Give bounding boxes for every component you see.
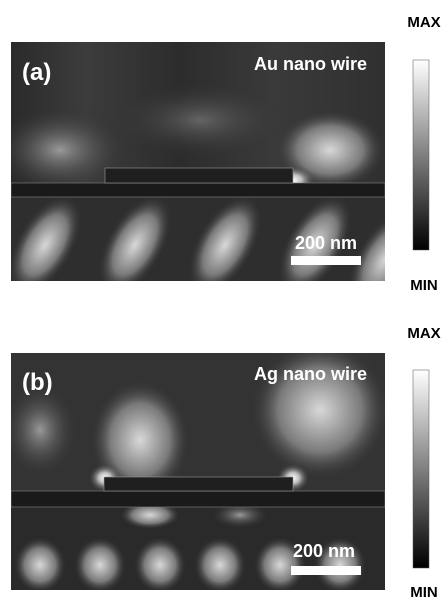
colorbar-max: MAX <box>407 14 440 31</box>
material-label: Au nano wire <box>254 54 367 74</box>
scale-bar <box>291 566 361 575</box>
figure: (a) Au nano wire 200 nm MAX MIN (b) Ag n… <box>0 0 447 601</box>
stripe <box>194 537 246 593</box>
colorbar-min: MIN <box>410 584 438 601</box>
colorbar <box>413 370 429 568</box>
stripe <box>14 537 66 593</box>
field-map-a <box>0 42 437 322</box>
colorbar <box>413 60 429 250</box>
stripe <box>134 537 186 593</box>
field-lobe <box>250 340 390 480</box>
panel-label: (b) <box>22 369 53 396</box>
field-lobe <box>110 80 290 160</box>
scale-bar-label: 200 nm <box>293 541 355 561</box>
nanowire <box>105 168 293 183</box>
nanowire <box>104 477 293 491</box>
scale-bar-label: 200 nm <box>295 233 357 253</box>
scale-bar <box>291 256 361 265</box>
slab <box>11 491 385 507</box>
panel-label: (a) <box>22 59 51 86</box>
colorbar-max: MAX <box>407 325 440 342</box>
material-label: Ag nano wire <box>254 364 367 384</box>
stripe <box>74 537 126 593</box>
slab <box>11 183 385 197</box>
colorbar-min: MIN <box>410 277 438 294</box>
